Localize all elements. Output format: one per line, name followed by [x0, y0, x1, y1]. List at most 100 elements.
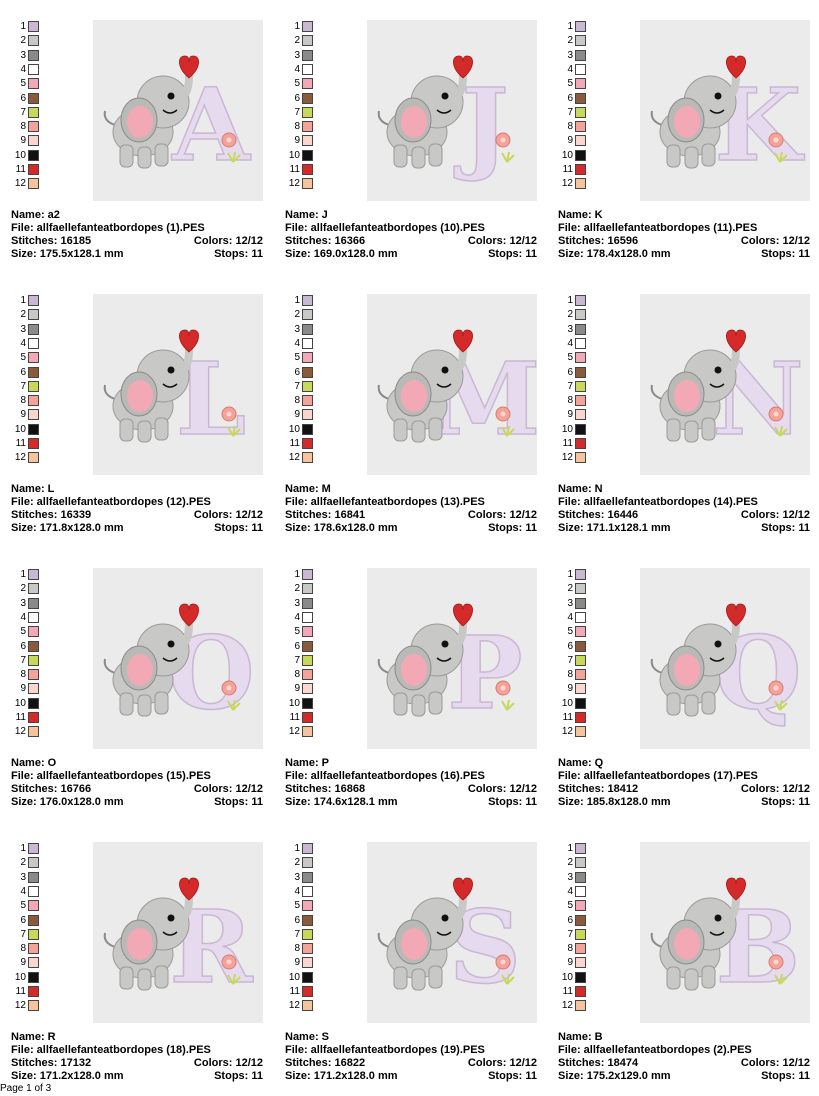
elephant-leg: [119, 692, 134, 716]
thread-number: 4: [294, 885, 300, 897]
thread-number: 7: [567, 928, 573, 940]
thread-number: 2: [294, 857, 300, 869]
elephant-figure: [650, 72, 740, 169]
thread-swatch-row: 1: [558, 20, 588, 34]
design-name: Name: S: [285, 1031, 330, 1043]
thread-color-swatch: [575, 626, 586, 638]
design-size: Size: 178.6x128.0 mm Stops: 11: [285, 522, 537, 535]
elephant-figure: [103, 346, 193, 443]
thread-number: 3: [20, 871, 26, 883]
thread-number: 4: [567, 337, 573, 349]
thread-color-swatch: [575, 423, 586, 435]
thread-color-swatch: [575, 697, 586, 709]
thread-number: 5: [567, 352, 573, 364]
thread-number: 5: [20, 900, 26, 912]
thread-color-swatch: [302, 928, 313, 940]
design-file: File: allfaellefanteatbordopes (1).PES: [11, 222, 205, 234]
design-name: Name: L: [11, 483, 55, 495]
design-size: Size: 185.8x128.0 mm Stops: 11: [558, 796, 810, 809]
thread-number: 2: [294, 309, 300, 321]
thread-swatch-row: 2: [285, 308, 315, 322]
thread-color-swatch: [28, 712, 39, 723]
thread-number: 2: [20, 35, 26, 47]
thread-number: 3: [294, 323, 300, 335]
thread-color-swatch: [575, 337, 586, 349]
thread-number: 8: [567, 669, 573, 681]
elephant-leg: [666, 418, 681, 442]
elephant-trunk: [175, 346, 193, 376]
thread-swatch-row: 6: [285, 640, 315, 654]
elephant-figure: [377, 894, 467, 991]
grass-tuft: [774, 151, 788, 163]
design-preview: O: [93, 568, 263, 749]
embroidery-preview-image: B: [650, 877, 801, 1007]
flower-center: [226, 137, 232, 143]
elephant-smile: [436, 657, 452, 662]
design-size: Size: 178.4x128.0 mm Stops: 11: [558, 248, 810, 261]
thread-number: 9: [567, 683, 573, 695]
stitches-value: Stitches: 16446: [558, 509, 639, 521]
thread-number: 10: [561, 971, 573, 983]
thread-color-swatch: [302, 957, 313, 969]
elephant-trunk: [722, 346, 740, 376]
thread-swatch-row: 12: [285, 177, 315, 191]
design-stitches: Stitches: 18412 Colors: 12/12: [558, 783, 810, 796]
embroidery-preview-image: M: [377, 329, 537, 459]
heart-shape: [726, 329, 746, 353]
design-preview: Q: [640, 568, 810, 749]
grass-tuft: [501, 699, 515, 711]
embroidery-preview-image: P: [377, 603, 523, 733]
embroidery-preview-image: L: [103, 329, 247, 459]
elephant-smile: [709, 109, 725, 114]
stops-value: Stops: 11: [214, 248, 263, 260]
grass-tuft: [501, 151, 515, 163]
thread-color-swatch: [28, 380, 39, 392]
design-preview: M: [367, 294, 537, 475]
thread-color-swatch: [302, 337, 313, 349]
thread-color-swatch: [302, 669, 313, 681]
thread-swatch-row: 4: [11, 885, 41, 899]
elephant-leg: [428, 691, 443, 715]
thread-color-swatch: [28, 597, 39, 609]
thread-number: 4: [294, 337, 300, 349]
elephant-trunk: [175, 620, 193, 650]
thread-number: 9: [567, 135, 573, 147]
elephant-leg: [119, 144, 134, 168]
design-card: 1 2 3 4 5 6 7 8 9 10 11 12 A Name: a2 File: allfaellef…: [11, 20, 273, 270]
thread-swatch-row: 10: [11, 971, 41, 985]
thread-swatch-row: 4: [558, 611, 588, 625]
stitches-value: Stitches: 16185: [11, 235, 92, 247]
thread-swatch-row: 5: [285, 351, 315, 365]
design-name: Name: R: [11, 1031, 56, 1043]
thread-swatch-row: 2: [285, 34, 315, 48]
thread-swatch-row: 1: [11, 20, 41, 34]
embroidery-preview-image: S: [377, 877, 522, 1007]
thread-number: 10: [561, 149, 573, 161]
elephant-leg: [393, 692, 408, 716]
elephant-tail: [650, 384, 663, 400]
flower-center: [773, 685, 779, 691]
flower-center: [226, 411, 232, 417]
thread-color-swatch: [302, 986, 313, 997]
stops-value: Stops: 11: [761, 522, 810, 534]
thread-number: 4: [20, 63, 26, 75]
elephant-leg: [684, 694, 699, 717]
elephant-trunk: [722, 894, 740, 924]
size-value: Size: 176.0x128.0 mm: [11, 796, 124, 808]
grass-tuft: [501, 973, 515, 985]
thread-swatch-row: 3: [285, 49, 315, 63]
thread-swatch-row: 11: [285, 163, 315, 177]
design-letter: R: [169, 888, 253, 1006]
thread-number: 2: [567, 309, 573, 321]
thread-number: 5: [567, 900, 573, 912]
size-value: Size: 178.4x128.0 mm: [558, 248, 671, 260]
elephant-eye: [714, 640, 722, 648]
design-info: Name: R File: allfaellefanteatbordopes (1…: [11, 1031, 263, 1083]
design-stitches: Stitches: 17132 Colors: 12/12: [11, 1057, 263, 1070]
thread-swatch-row: 10: [11, 149, 41, 163]
thread-color-swatch: [28, 366, 39, 378]
thread-swatch-row: 6: [558, 366, 588, 380]
elephant-leg: [393, 144, 408, 168]
thread-swatch-row: 11: [285, 985, 315, 999]
thread-swatch-row: 8: [285, 394, 315, 408]
